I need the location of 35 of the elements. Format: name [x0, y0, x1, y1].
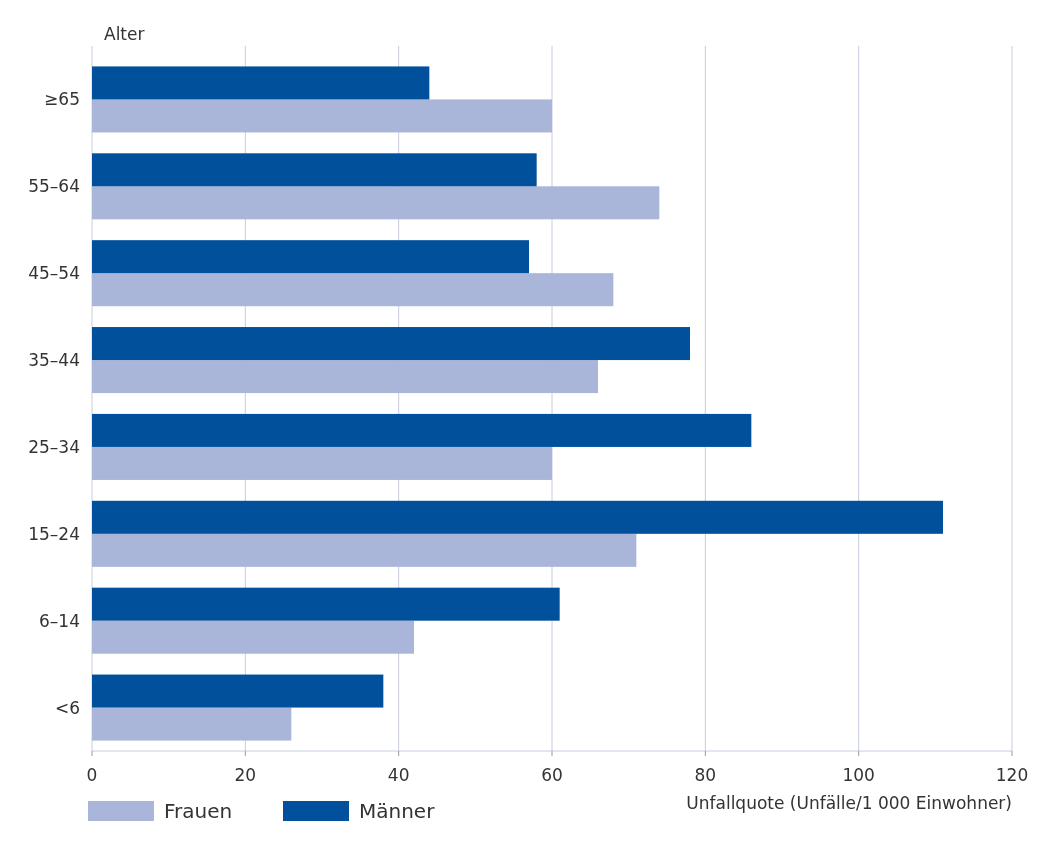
legend-label: Frauen — [164, 799, 233, 823]
bar — [92, 533, 637, 567]
bar — [92, 66, 430, 100]
bar — [92, 360, 598, 394]
bar — [92, 273, 614, 307]
x-tick-label: 20 — [234, 765, 257, 785]
y-tick-label: ≥65 — [44, 89, 80, 110]
bar — [92, 674, 384, 708]
bar — [92, 446, 552, 480]
y-axis-title: Alter — [104, 24, 145, 44]
x-axis-title: Unfallquote (Unfälle/1 000 Einwohner) — [686, 793, 1012, 813]
y-tick-label: 35–44 — [28, 350, 80, 371]
y-tick-label: 15–24 — [28, 523, 80, 544]
y-tick-label: <6 — [54, 697, 80, 718]
x-tick-label: 100 — [842, 765, 875, 785]
x-tick-label: 0 — [86, 765, 98, 785]
x-tick-label: 60 — [541, 765, 563, 785]
bar — [92, 620, 414, 654]
bar — [92, 707, 292, 741]
y-tick-label: 55–64 — [28, 176, 80, 197]
bar — [92, 153, 537, 187]
x-tick-label: 40 — [387, 765, 410, 785]
bar — [92, 327, 690, 361]
y-tick-label: 6–14 — [39, 610, 80, 631]
x-tick-label: 120 — [995, 765, 1029, 785]
bar — [92, 500, 943, 534]
y-tick-label: 45–54 — [28, 263, 80, 284]
bar — [92, 587, 560, 621]
bar — [92, 186, 660, 220]
bar — [92, 413, 752, 447]
legend-label: Männer — [359, 799, 436, 823]
bar — [92, 240, 529, 274]
bar — [92, 99, 552, 133]
y-tick-label: 25–34 — [28, 436, 80, 457]
x-tick-label: 80 — [694, 765, 717, 785]
